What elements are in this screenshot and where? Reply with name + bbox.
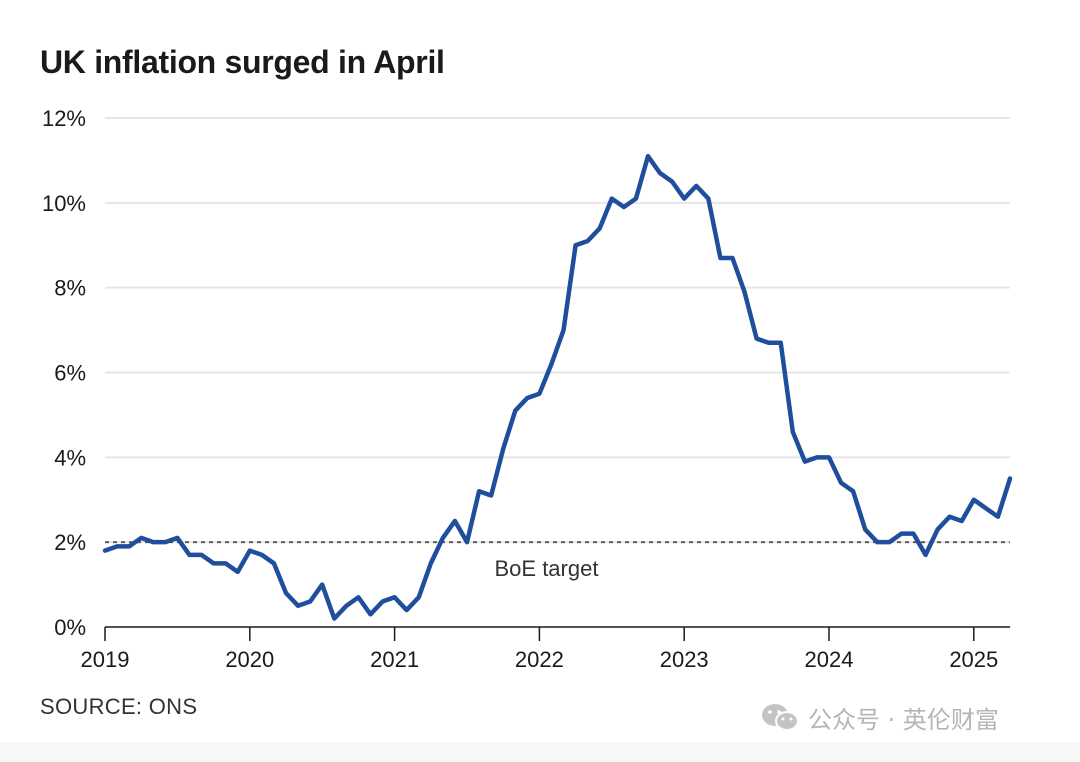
y-tick-label: 4% <box>54 445 86 470</box>
y-tick-label: 0% <box>54 615 86 640</box>
x-axis <box>104 626 1010 641</box>
series-group <box>102 153 1013 621</box>
footer-strip <box>0 742 1080 762</box>
watermark-text: 公众号 · 英伦财富 <box>808 706 999 734</box>
x-tick-label: 2019 <box>81 647 130 672</box>
x-tick-label: 2025 <box>949 647 998 672</box>
x-tick-label: 2023 <box>660 647 709 672</box>
reference-line-group: BoE target <box>105 541 1010 581</box>
series-line-cpi <box>102 153 1013 621</box>
source-label: SOURCE: ONS <box>40 694 198 719</box>
boe-target-label: BoE target <box>495 556 599 581</box>
x-axis-labels: 2019 2020 2021 2022 2023 2024 2025 <box>81 647 999 672</box>
y-tick-label: 6% <box>54 361 86 386</box>
y-tick-label: 8% <box>54 276 86 301</box>
chart-title: UK inflation surged in April <box>40 44 445 80</box>
y-tick-label: 10% <box>42 191 86 216</box>
x-tick-label: 2021 <box>370 647 419 672</box>
x-tick-label: 2024 <box>805 647 854 672</box>
x-tick-label: 2020 <box>225 647 274 672</box>
x-tick-label: 2022 <box>515 647 564 672</box>
grid-lines <box>105 117 1010 544</box>
y-axis-labels: 0% 2% 4% 6% 8% 10% 12% <box>42 106 86 640</box>
line-chart: BoE target 0% 2% 4% 6% 8% 10% 12% 2019 2020 2021… <box>42 106 1013 672</box>
watermark: 公众号 · 英伦财富 <box>760 700 999 735</box>
y-tick-label: 2% <box>54 530 86 555</box>
y-tick-label: 12% <box>42 106 86 131</box>
wechat-icon <box>762 703 799 731</box>
